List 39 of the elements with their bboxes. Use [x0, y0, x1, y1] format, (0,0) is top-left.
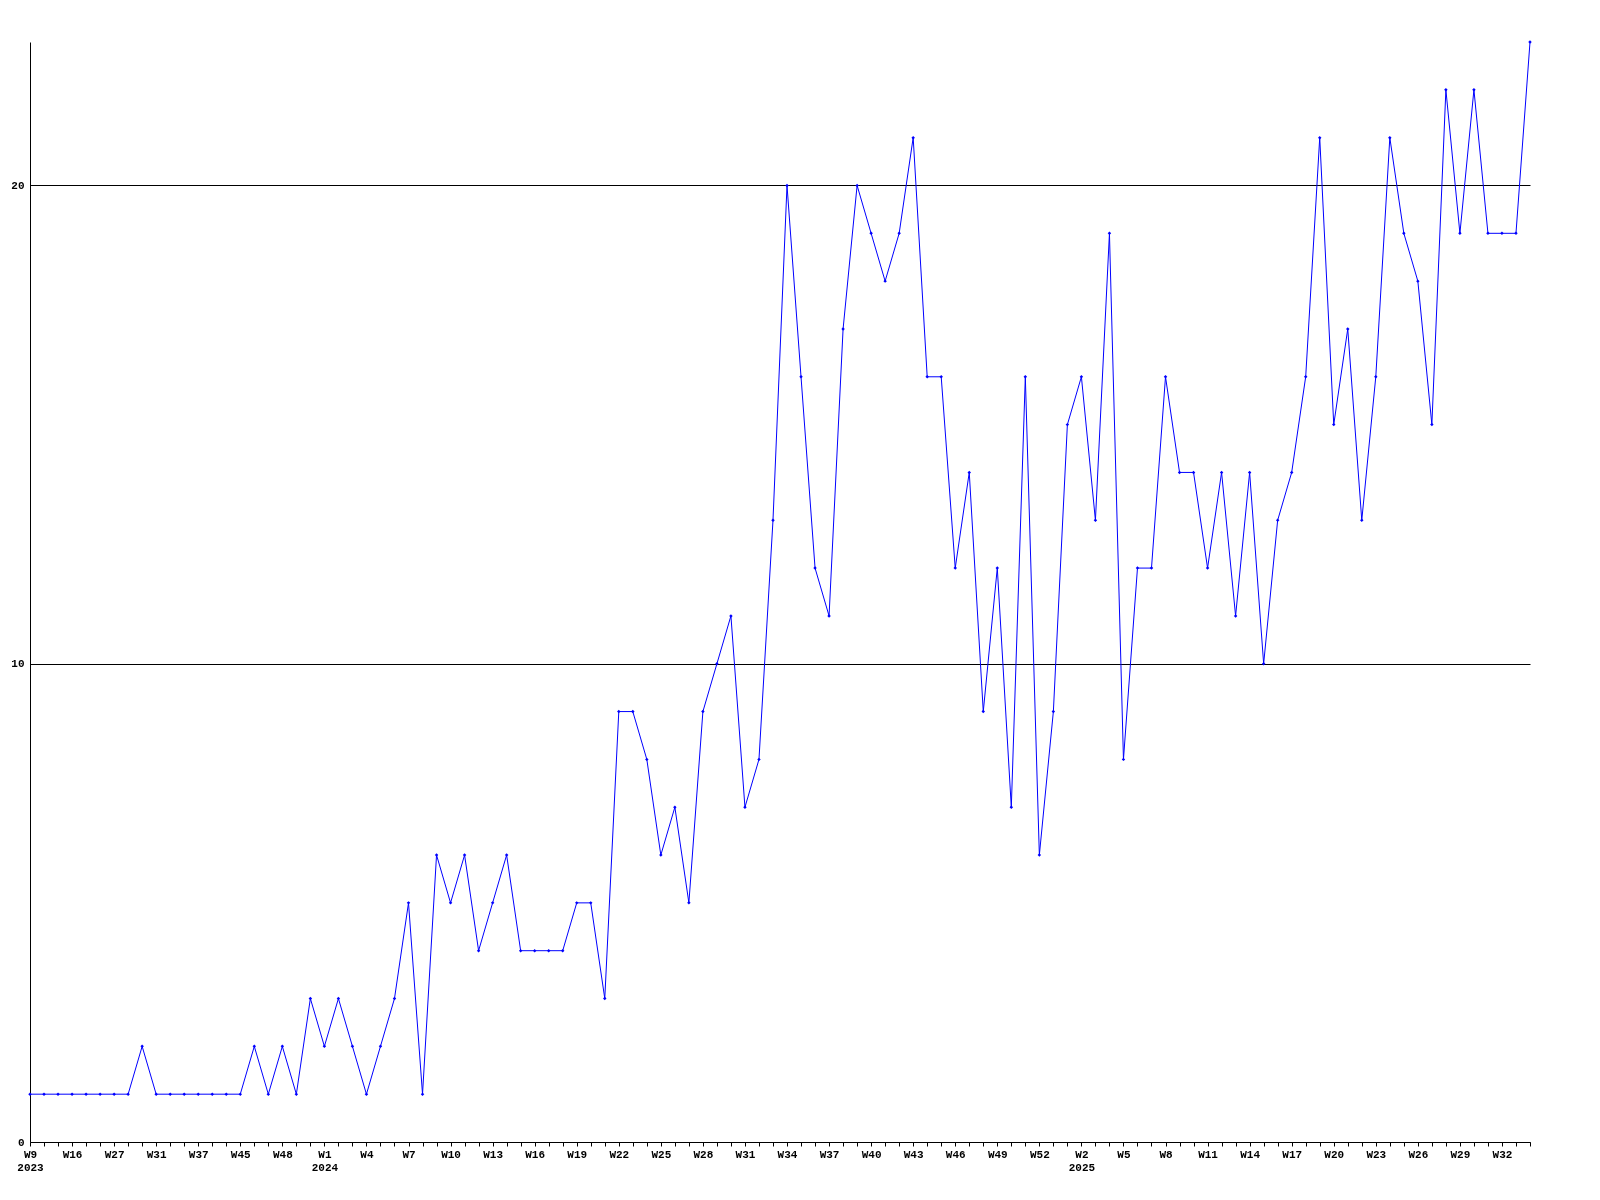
x-tick-label: W28: [693, 1148, 714, 1161]
x-tick-label: W25: [651, 1148, 672, 1161]
x-tick-label: W26: [1408, 1148, 1429, 1161]
x-tick-label: W45: [230, 1148, 252, 1161]
x-tick-label: W9 2023: [17, 1148, 45, 1174]
x-tick-label: W22: [609, 1148, 630, 1161]
x-tick-label: W10: [441, 1148, 461, 1161]
x-tick-label: W31: [735, 1148, 756, 1161]
x-tick-label: W37: [819, 1148, 840, 1161]
x-tick-label: W48: [272, 1148, 294, 1161]
x-tick-label: W1 2024: [311, 1148, 339, 1174]
x-tick-label: W19: [567, 1148, 588, 1161]
x-tick-label: W4: [360, 1148, 374, 1161]
x-tick-label: W46: [945, 1148, 966, 1161]
x-tick-label: W29: [1450, 1148, 1471, 1161]
x-tick-label: W14: [1240, 1148, 1261, 1161]
x-tick-label: W16: [62, 1148, 83, 1161]
y-tick-label: 0: [17, 1136, 25, 1149]
x-tick-label: W20: [1324, 1148, 1345, 1161]
y-tick-label: 10: [11, 658, 25, 671]
y-tick-label: 20: [11, 179, 25, 192]
x-tick-label: W32: [1492, 1148, 1513, 1161]
x-tick-label: W23: [1366, 1148, 1387, 1161]
x-tick-label: W34: [777, 1148, 798, 1161]
x-tick-label: W13: [483, 1148, 504, 1161]
x-tick-label: W49: [987, 1148, 1008, 1161]
x-tick-label: W27: [104, 1148, 125, 1161]
x-tick-label: W7: [402, 1148, 416, 1161]
x-tick-label: W2 2025: [1068, 1148, 1096, 1174]
x-tick-label: W37: [188, 1148, 209, 1161]
x-tick-label: W11: [1198, 1148, 1219, 1161]
x-tick-label: W52: [1029, 1148, 1050, 1161]
x-tick-label: W31: [146, 1148, 167, 1161]
x-tick-label: W16: [525, 1148, 546, 1161]
x-tick-label: W8: [1159, 1148, 1174, 1161]
x-tick-label: W17: [1282, 1148, 1303, 1161]
x-tick-label: W40: [861, 1148, 882, 1161]
x-tick-label: W43: [903, 1148, 924, 1161]
x-tick-label: W5: [1117, 1148, 1131, 1161]
